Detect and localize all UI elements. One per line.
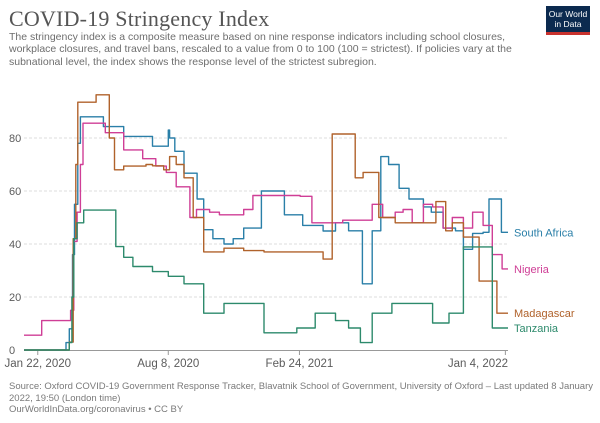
logo-accent-bar bbox=[546, 32, 590, 35]
source-note: Source: Oxford COVID-19 Government Respo… bbox=[9, 381, 593, 404]
y-tick-label-40: 40 bbox=[9, 239, 21, 251]
x-tick-label-1: Aug 8, 2020 bbox=[137, 358, 199, 370]
y-tick-label-60: 60 bbox=[9, 186, 21, 198]
series-lines bbox=[24, 94, 508, 351]
chart-footer: Source: Oxford COVID-19 Government Respo… bbox=[9, 381, 594, 416]
stringency-line-chart: 0 20 40 60 80 Jan 22, 2020 Aug 8, 2020 Feb 24,… bbox=[5, 94, 575, 370]
series-line-tanzania bbox=[24, 209, 508, 351]
x-tick-label-0: Jan 22, 2020 bbox=[5, 358, 72, 370]
series-label-nigeria: Nigeria bbox=[514, 264, 550, 276]
series-line-nigeria bbox=[24, 122, 508, 336]
x-tick-label-2: Feb 24, 2021 bbox=[266, 358, 334, 370]
y-tick-label-0: 0 bbox=[9, 345, 15, 357]
logo-line-2: in Data bbox=[554, 18, 582, 29]
y-tick-label-80: 80 bbox=[9, 133, 21, 145]
owid-logo[interactable]: Our World in Data bbox=[546, 6, 590, 35]
series-labels: South Africa Nigeria Madagascar Tanzania bbox=[514, 227, 575, 335]
logo-line-1: Our World bbox=[548, 9, 588, 19]
y-axis-ticks: 0 20 40 60 80 bbox=[9, 133, 21, 357]
series-label-tanzania: Tanzania bbox=[514, 323, 559, 335]
series-label-madagascar: Madagascar bbox=[514, 308, 575, 320]
x-axis: Jan 22, 2020 Aug 8, 2020 Feb 24, 2021 Jan 4… bbox=[5, 350, 508, 370]
chart-title: COVID-19 Stringency Index bbox=[9, 6, 270, 31]
chart-subtitle: The stringency index is a composite meas… bbox=[9, 31, 512, 68]
url-license[interactable]: OurWorldInData.org/coronavirus • CC BY bbox=[9, 404, 184, 415]
y-tick-label-20: 20 bbox=[9, 292, 21, 304]
series-label-south-africa: South Africa bbox=[514, 227, 574, 239]
series-line-south-africa bbox=[24, 116, 508, 351]
series-line-madagascar bbox=[24, 94, 508, 351]
x-tick-label-3: Jan 4, 2022 bbox=[448, 358, 508, 370]
